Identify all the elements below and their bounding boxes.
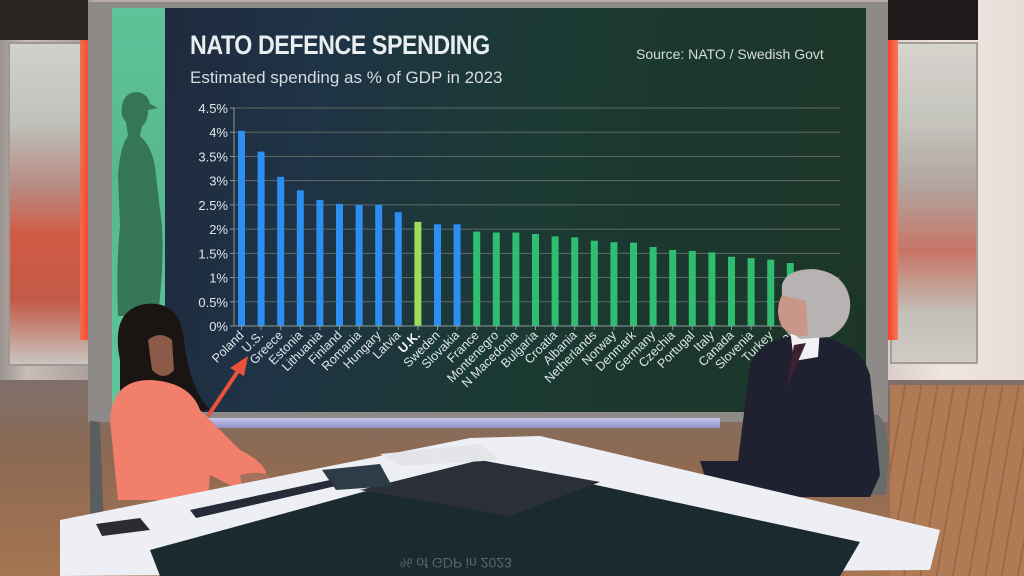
bar-finland (336, 203, 343, 326)
y-tick-label: 3.5% (198, 149, 228, 164)
y-tick-label: 3% (209, 174, 228, 189)
y-tick-label: 0.5% (198, 295, 228, 310)
y-tick-label: 1% (209, 271, 228, 286)
bar-greece (277, 176, 285, 326)
presenter-woman (90, 303, 270, 530)
bar-portugal (688, 250, 696, 326)
bars (238, 130, 794, 326)
bar-france (473, 231, 481, 326)
guest-man (700, 269, 889, 497)
y-tick-label: 4% (209, 125, 228, 140)
bar-norway (610, 242, 618, 326)
studio-window-right (890, 42, 978, 364)
bar-slovenia (747, 258, 755, 326)
y-tick-label: 0% (209, 319, 228, 334)
news-desk: % of GDP in 2023 (60, 436, 940, 576)
bar-turkey (767, 259, 775, 326)
soldier-silhouette-icon (117, 92, 163, 316)
bar-albania (571, 237, 579, 326)
y-tick-label: 2% (209, 222, 228, 237)
bar-u-s (257, 151, 265, 326)
studio-window-left (8, 42, 92, 366)
video-wall-screen: NATO DEFENCE SPENDING Estimated spending… (112, 8, 866, 412)
bar-romania (355, 204, 363, 326)
bar-sweden (434, 224, 441, 326)
chart-title: NATO DEFENCE SPENDING (190, 30, 490, 60)
ceiling-left (0, 0, 88, 40)
y-tick-label: 4.5% (198, 101, 228, 116)
y-tick-label: 2.5% (198, 198, 228, 213)
screen-base-light (200, 418, 720, 428)
y-axis-ticks: 0% 0.5% 1% 1.5% 2% 2.5% 3% 3.5% 4% 4.5% (198, 101, 234, 334)
bar-latvia (394, 212, 402, 326)
bar-italy (708, 252, 716, 326)
bar-germany (649, 247, 657, 326)
ceiling-right (888, 0, 978, 40)
bar-denmark (630, 242, 637, 326)
bar-slovakia (453, 224, 461, 326)
bar-canada (728, 256, 735, 326)
bar-n-macedonia (512, 232, 520, 326)
bar-estonia (296, 190, 304, 326)
bar-chart: 0%0.5%1%1.5%2%2.5%3%3.5%4%4.5% PolandU.S… (198, 101, 840, 390)
red-arrow-icon (206, 356, 248, 418)
desk-reflection-text: % of GDP in 2023 (400, 555, 512, 571)
bar-croatia (551, 236, 559, 326)
bar-czechia (669, 249, 677, 326)
bar-hungary (375, 204, 383, 326)
bar-bulgaria (532, 233, 539, 326)
bar-netherlands (590, 240, 598, 326)
y-tick-label: 1.5% (198, 246, 228, 261)
bar-poland (238, 130, 245, 326)
bar-montenegro (492, 232, 500, 326)
chart-subtitle: Estimated spending as % of GDP in 2023 (190, 68, 503, 87)
bar-lithuania (316, 200, 324, 326)
bar-u-k (414, 221, 422, 326)
chart-source: Source: NATO / Swedish Govt (636, 46, 824, 62)
